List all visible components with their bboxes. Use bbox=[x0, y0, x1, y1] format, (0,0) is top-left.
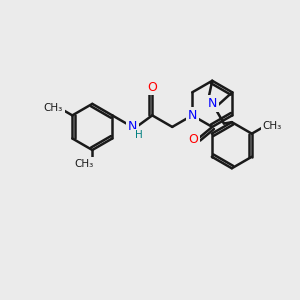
Text: CH₃: CH₃ bbox=[75, 159, 94, 169]
Text: CH₃: CH₃ bbox=[44, 103, 63, 113]
Text: N: N bbox=[208, 97, 217, 110]
Text: N: N bbox=[128, 120, 137, 134]
Text: H: H bbox=[135, 130, 143, 140]
Text: O: O bbox=[147, 81, 157, 94]
Text: N: N bbox=[188, 109, 197, 122]
Text: CH₃: CH₃ bbox=[263, 121, 282, 131]
Text: O: O bbox=[188, 133, 198, 146]
